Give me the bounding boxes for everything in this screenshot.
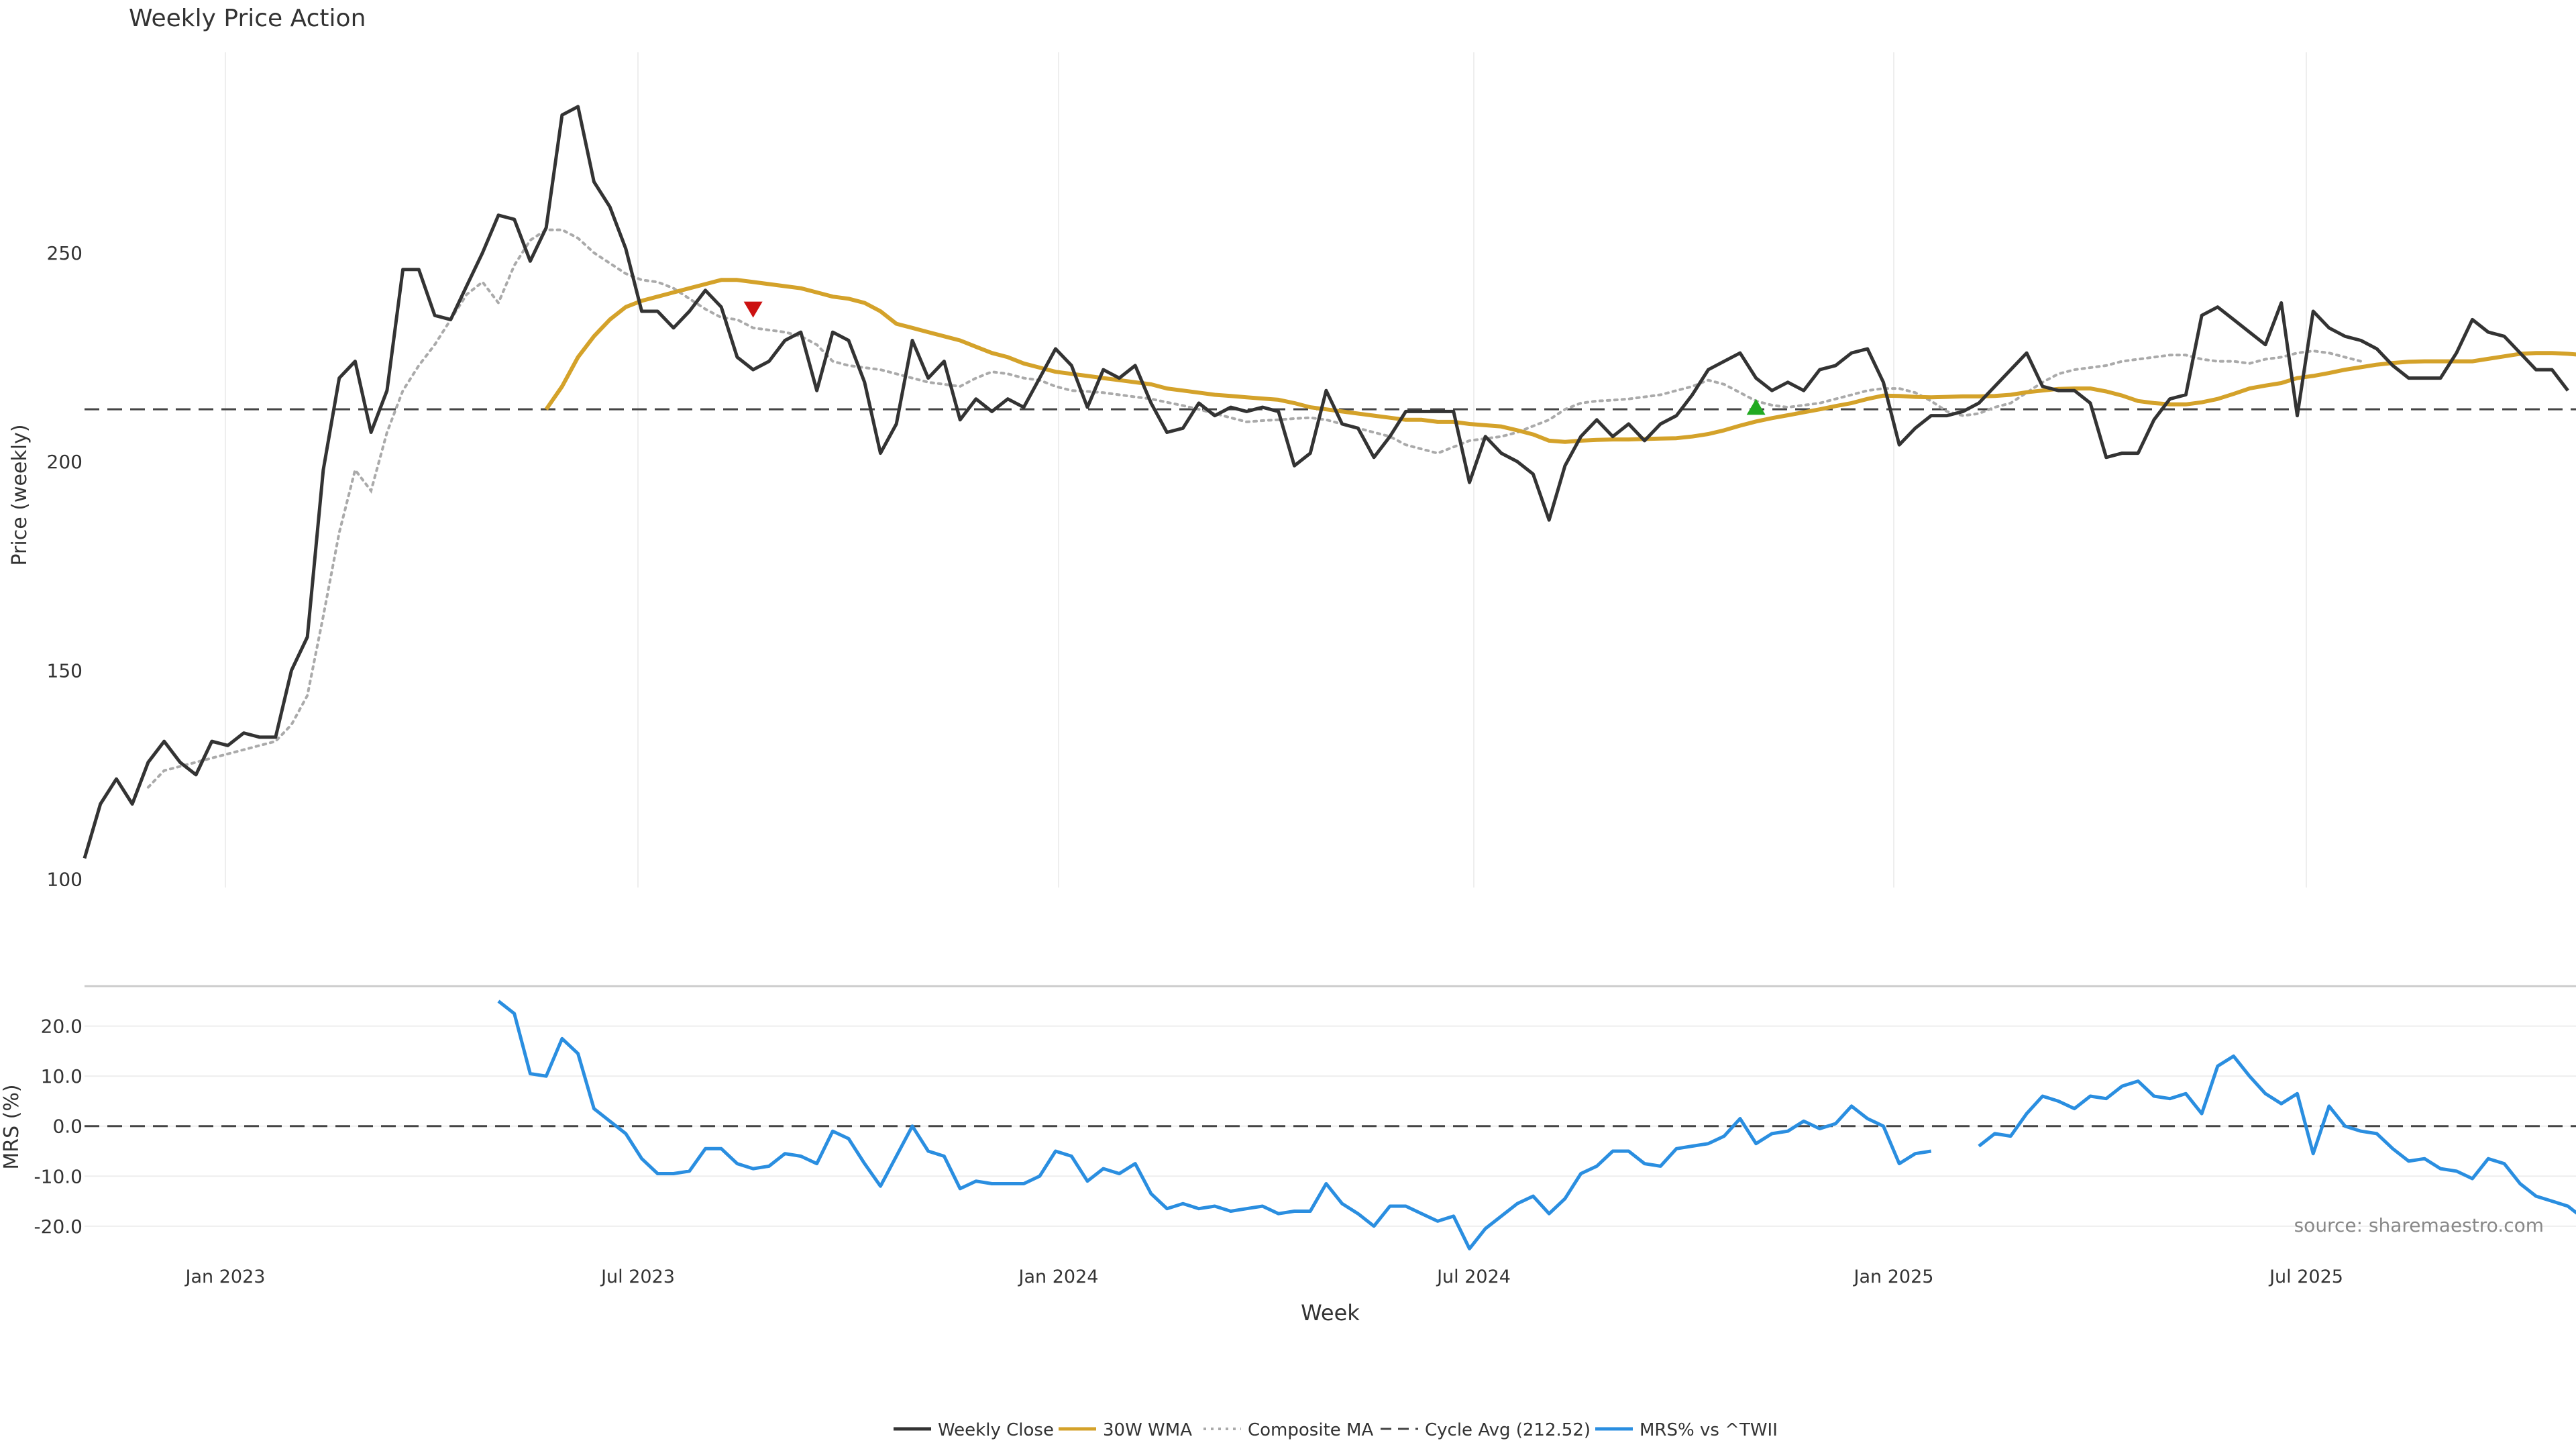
x-axis-label: Week (1301, 1300, 1360, 1326)
legend-label: Cycle Avg (212.52) (1425, 1420, 1591, 1440)
legend-label: MRS% vs ^TWII (1640, 1420, 1778, 1440)
price-y-tick-label: 250 (47, 242, 83, 264)
source-note: source: sharemaestro.com (2294, 1214, 2544, 1236)
mrs-y-tick-label: 20.0 (41, 1016, 83, 1038)
legend: Weekly Close 30W WMA Composite MA Cycle Avg… (894, 1420, 1778, 1440)
price-y-tick-label: 150 (47, 659, 83, 682)
mrs-y-axis-label: MRS (%) (0, 1084, 23, 1169)
x-tick-label: Jan 2024 (1018, 1267, 1099, 1287)
legend-label: Weekly Close (938, 1420, 1054, 1440)
x-tick-label: Jul 2024 (1436, 1267, 1511, 1287)
price-y-tick-label: 200 (47, 451, 83, 473)
buy-marker (1746, 398, 1766, 415)
mrs-y-ticks: 20.0 10.0 0.0 -10.0 -20.0 (34, 1016, 83, 1238)
composite-ma-series (146, 228, 2363, 789)
mrs-y-tick-label: -10.0 (34, 1165, 83, 1187)
mrs-y-tick-label: -20.0 (34, 1216, 83, 1238)
wma-30-series (544, 278, 2576, 444)
x-tick-label: Jul 2023 (600, 1267, 675, 1287)
legend-label: Composite MA (1248, 1420, 1373, 1440)
weekly-close-series (83, 105, 2569, 859)
legend-label: 30W WMA (1103, 1420, 1192, 1440)
price-y-axis-label: Price (weekly) (8, 424, 32, 566)
x-tick-labels: Jan 2023 Jul 2023 Jan 2024 Jul 2024 Jan 2025… (184, 1267, 2343, 1287)
price-y-tick-label: 100 (47, 869, 83, 891)
x-tick-label: Jan 2025 (1853, 1267, 1934, 1287)
x-tick-label: Jan 2023 (184, 1267, 266, 1287)
sell-marker (743, 301, 763, 318)
x-tick-label: Jul 2025 (2268, 1267, 2343, 1287)
mrs-y-tick-label: 10.0 (41, 1065, 83, 1087)
price-y-ticks: 100 150 200 250 (47, 242, 83, 891)
mrs-y-tick-label: 0.0 (52, 1116, 83, 1138)
chart-title: Weekly Price Action (129, 5, 366, 32)
signal-markers (743, 301, 1766, 415)
price-x-grid (225, 52, 2307, 888)
mrs-series (497, 1000, 2576, 1250)
